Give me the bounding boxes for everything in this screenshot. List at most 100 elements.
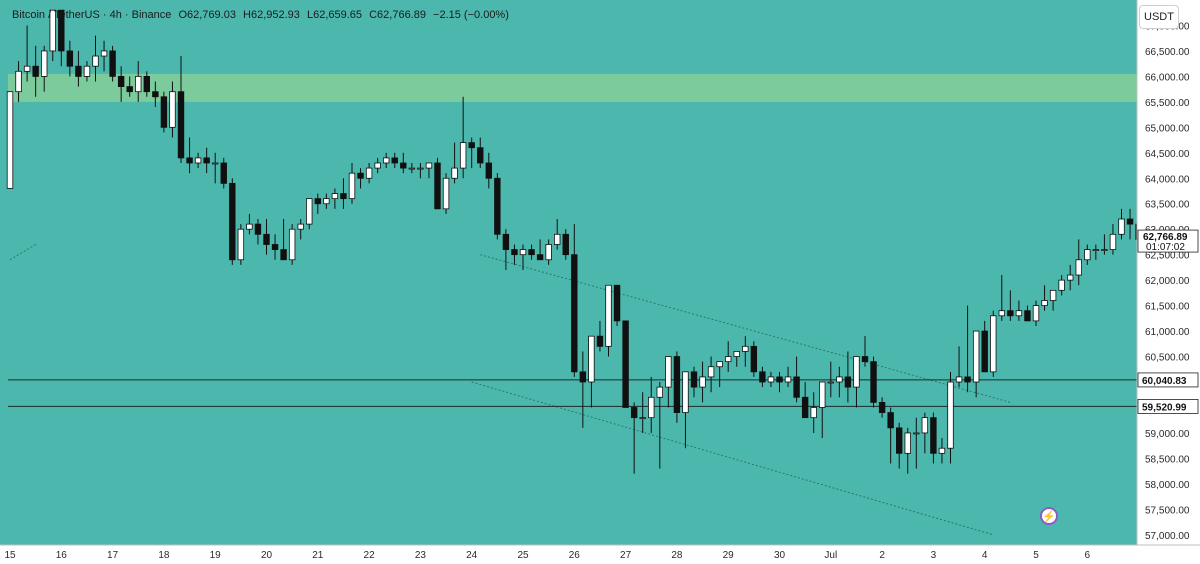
candle[interactable] <box>194 152 202 169</box>
candle[interactable] <box>536 239 544 261</box>
candle[interactable] <box>716 361 723 388</box>
candle[interactable] <box>1058 275 1065 296</box>
candle[interactable] <box>1092 244 1100 260</box>
lightning-icon[interactable]: ⚡ <box>1040 507 1058 525</box>
candle[interactable] <box>32 45 39 97</box>
candle[interactable] <box>15 61 22 102</box>
candle[interactable] <box>203 147 210 174</box>
time-axis[interactable]: 15 16 17 18 19 20 21 22 23 24 25 26 27 28 29 30 Jul 2 3 4 5 6 <box>0 544 1200 564</box>
candle[interactable] <box>596 320 604 352</box>
candle[interactable] <box>220 157 227 189</box>
candle[interactable] <box>853 356 860 408</box>
candle[interactable] <box>374 157 381 174</box>
candle[interactable] <box>767 371 775 388</box>
candle[interactable] <box>297 219 304 240</box>
candle[interactable] <box>887 407 894 464</box>
candle[interactable] <box>271 234 279 260</box>
candle[interactable] <box>622 320 629 408</box>
candle[interactable] <box>477 137 484 169</box>
candle[interactable] <box>870 356 877 408</box>
candle[interactable] <box>314 193 321 214</box>
candle[interactable] <box>263 219 270 255</box>
candle[interactable] <box>75 50 82 87</box>
candle[interactable] <box>836 366 843 398</box>
candle[interactable] <box>810 392 817 433</box>
candle[interactable] <box>545 239 552 265</box>
candle[interactable] <box>938 438 946 464</box>
candle[interactable] <box>793 356 800 403</box>
candles[interactable] <box>6 9 1151 474</box>
candle[interactable] <box>468 137 475 169</box>
candle[interactable] <box>306 198 313 230</box>
candle[interactable] <box>365 162 373 184</box>
candle[interactable] <box>254 219 262 245</box>
candle[interactable] <box>639 392 646 433</box>
candle[interactable] <box>1049 289 1057 311</box>
candle[interactable] <box>955 346 963 388</box>
candle[interactable] <box>331 188 339 209</box>
candle[interactable] <box>827 361 834 398</box>
candle[interactable] <box>459 96 467 179</box>
candle[interactable] <box>160 91 168 133</box>
candle[interactable] <box>682 371 689 449</box>
candle[interactable] <box>92 35 99 82</box>
candle[interactable] <box>83 61 91 82</box>
candle[interactable] <box>896 422 903 469</box>
candle[interactable] <box>211 152 219 184</box>
candle[interactable] <box>1075 239 1082 286</box>
candle[interactable] <box>1015 300 1023 321</box>
candle[interactable] <box>733 351 740 367</box>
currency-button[interactable]: USDT <box>1139 5 1179 29</box>
candle[interactable] <box>528 244 535 260</box>
candle[interactable] <box>562 229 569 260</box>
candle[interactable] <box>41 45 48 92</box>
candle[interactable] <box>613 284 621 326</box>
candle[interactable] <box>23 25 31 82</box>
candle[interactable] <box>759 366 766 388</box>
candle[interactable] <box>117 66 125 102</box>
candle[interactable] <box>1041 285 1048 311</box>
candle[interactable] <box>126 76 133 97</box>
candle[interactable] <box>921 412 929 454</box>
candle[interactable] <box>784 366 792 388</box>
candle[interactable] <box>408 162 416 174</box>
candle[interactable] <box>434 157 441 210</box>
candle[interactable] <box>485 152 492 189</box>
candle[interactable] <box>656 382 663 469</box>
candle[interactable] <box>186 137 193 174</box>
candle[interactable] <box>673 351 681 423</box>
candle[interactable] <box>1118 208 1125 240</box>
candle[interactable] <box>861 336 869 367</box>
candle[interactable] <box>1024 305 1031 322</box>
candle[interactable] <box>417 162 424 179</box>
candle[interactable] <box>1084 244 1091 265</box>
candle[interactable] <box>177 56 185 163</box>
candle[interactable] <box>425 162 433 179</box>
candle[interactable] <box>323 193 330 209</box>
candle[interactable] <box>707 356 715 393</box>
candle[interactable] <box>100 40 108 72</box>
candle[interactable] <box>990 310 997 377</box>
candle[interactable] <box>400 152 407 174</box>
candle[interactable] <box>1126 208 1134 240</box>
candle[interactable] <box>947 371 954 464</box>
candle[interactable] <box>280 219 287 261</box>
candle[interactable] <box>844 351 852 403</box>
candle[interactable] <box>878 397 886 418</box>
candle[interactable] <box>725 341 732 372</box>
candle[interactable] <box>442 173 450 214</box>
candle[interactable] <box>981 320 988 373</box>
candle[interactable] <box>972 330 980 398</box>
candle[interactable] <box>904 427 911 474</box>
candle[interactable] <box>135 61 142 102</box>
price-axis[interactable]: 57,000.00 57,500.00 58,000.00 58,500.00 59,0… <box>1136 0 1200 545</box>
candle[interactable] <box>1067 264 1074 291</box>
candle[interactable] <box>502 229 510 270</box>
candle[interactable] <box>913 417 920 469</box>
candle[interactable] <box>554 219 561 250</box>
candle[interactable] <box>1007 290 1014 321</box>
candle[interactable] <box>169 81 176 138</box>
candle[interactable] <box>49 9 56 62</box>
candle[interactable] <box>964 305 971 393</box>
